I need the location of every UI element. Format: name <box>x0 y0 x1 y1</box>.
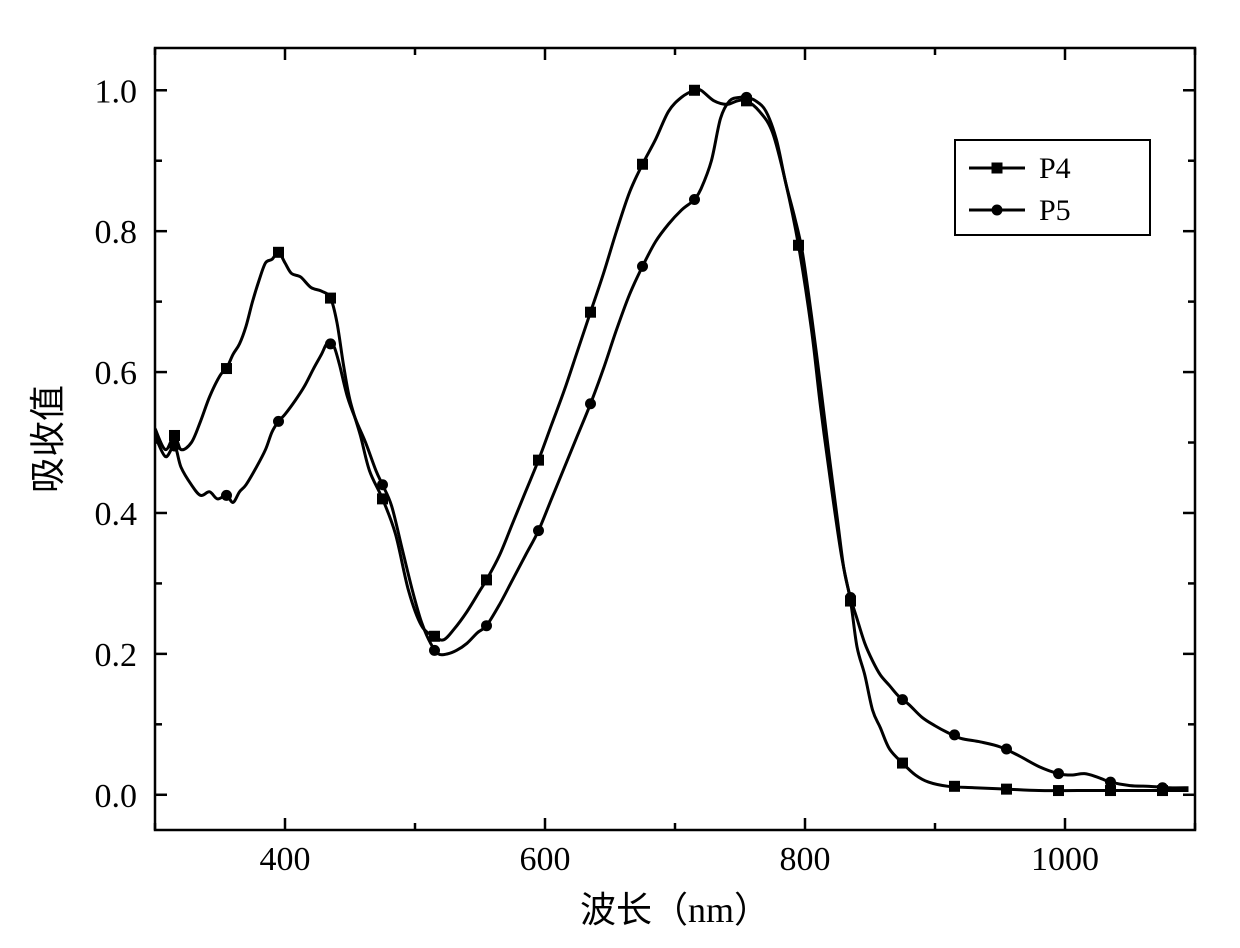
marker-square <box>689 85 700 96</box>
marker-circle <box>793 240 804 251</box>
marker-circle <box>1105 777 1116 788</box>
x-axis-label: 波长（nm） <box>580 890 770 930</box>
marker-circle <box>689 194 700 205</box>
legend-marker-circle <box>992 205 1003 216</box>
y-tick-label: 0.2 <box>95 637 138 674</box>
legend-marker-square <box>992 163 1003 174</box>
x-tick-label: 600 <box>520 841 571 878</box>
marker-circle <box>741 92 752 103</box>
x-tick-label: 800 <box>780 841 831 878</box>
marker-square <box>325 293 336 304</box>
marker-circle <box>273 416 284 427</box>
legend-label: P5 <box>1039 194 1071 227</box>
marker-square <box>949 781 960 792</box>
y-tick-label: 0.0 <box>95 778 138 815</box>
marker-square <box>637 159 648 170</box>
marker-circle <box>325 338 336 349</box>
y-tick-label: 0.8 <box>95 214 138 251</box>
marker-circle <box>429 645 440 656</box>
x-tick-label: 1000 <box>1031 841 1099 878</box>
chart-container: 400 600 800 1000 0.0 0.2 0.4 0.6 0.8 1.0 波长（nm） 吸收值… <box>0 0 1240 948</box>
marker-square <box>1053 785 1064 796</box>
marker-square <box>429 631 440 642</box>
legend-label: P4 <box>1039 152 1071 185</box>
marker-circle <box>1001 743 1012 754</box>
marker-square <box>897 758 908 769</box>
legend: P4P5 <box>955 140 1150 235</box>
marker-circle <box>1157 782 1168 793</box>
marker-circle <box>585 398 596 409</box>
marker-square <box>169 430 180 441</box>
x-tick-label: 400 <box>260 841 311 878</box>
absorption-spectrum-chart: 400 600 800 1000 0.0 0.2 0.4 0.6 0.8 1.0 波长（nm） 吸收值… <box>0 0 1240 948</box>
marker-circle <box>1053 768 1064 779</box>
marker-square <box>585 307 596 318</box>
marker-square <box>481 574 492 585</box>
marker-circle <box>533 525 544 536</box>
marker-circle <box>949 729 960 740</box>
y-tick-label: 1.0 <box>95 73 138 110</box>
marker-circle <box>897 694 908 705</box>
marker-circle <box>637 261 648 272</box>
marker-circle <box>377 479 388 490</box>
marker-square <box>221 363 232 374</box>
marker-circle <box>845 592 856 603</box>
marker-circle <box>169 441 180 452</box>
marker-circle <box>481 620 492 631</box>
marker-circle <box>221 490 232 501</box>
y-tick-label: 0.6 <box>95 355 138 392</box>
marker-square <box>1001 784 1012 795</box>
y-tick-label: 0.4 <box>95 496 138 533</box>
marker-square <box>273 247 284 258</box>
y-axis-label: 吸收值 <box>28 385 68 493</box>
marker-square <box>533 455 544 466</box>
